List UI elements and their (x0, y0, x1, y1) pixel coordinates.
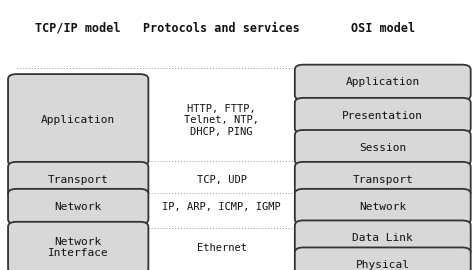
FancyBboxPatch shape (8, 162, 148, 197)
Text: Protocols and services: Protocols and services (143, 22, 300, 35)
Text: Network
Interface: Network Interface (48, 237, 109, 258)
Text: Physical: Physical (356, 260, 410, 270)
FancyBboxPatch shape (295, 162, 471, 197)
FancyBboxPatch shape (295, 220, 471, 256)
Text: Network: Network (55, 201, 102, 212)
FancyBboxPatch shape (295, 98, 471, 133)
Text: OSI model: OSI model (351, 22, 415, 35)
Text: TCP/IP model: TCP/IP model (36, 22, 121, 35)
Text: Data Link: Data Link (352, 233, 413, 243)
FancyBboxPatch shape (295, 189, 471, 224)
FancyBboxPatch shape (8, 189, 148, 224)
FancyBboxPatch shape (8, 222, 148, 270)
Text: Transport: Transport (352, 174, 413, 185)
FancyBboxPatch shape (295, 65, 471, 100)
Text: TCP, UDP: TCP, UDP (197, 174, 246, 185)
FancyBboxPatch shape (8, 74, 148, 166)
Text: IP, ARP, ICMP, IGMP: IP, ARP, ICMP, IGMP (162, 201, 281, 212)
Text: Network: Network (359, 201, 406, 212)
Text: HTTP, FTTP,
Telnet, NTP,
DHCP, PING: HTTP, FTTP, Telnet, NTP, DHCP, PING (184, 104, 259, 137)
FancyBboxPatch shape (295, 130, 471, 165)
FancyBboxPatch shape (295, 247, 471, 270)
Text: Session: Session (359, 143, 406, 153)
Text: Application: Application (346, 77, 420, 87)
Text: Presentation: Presentation (342, 110, 423, 121)
Text: Application: Application (41, 115, 115, 125)
Text: Transport: Transport (48, 174, 109, 185)
Text: Ethernet: Ethernet (197, 242, 246, 253)
